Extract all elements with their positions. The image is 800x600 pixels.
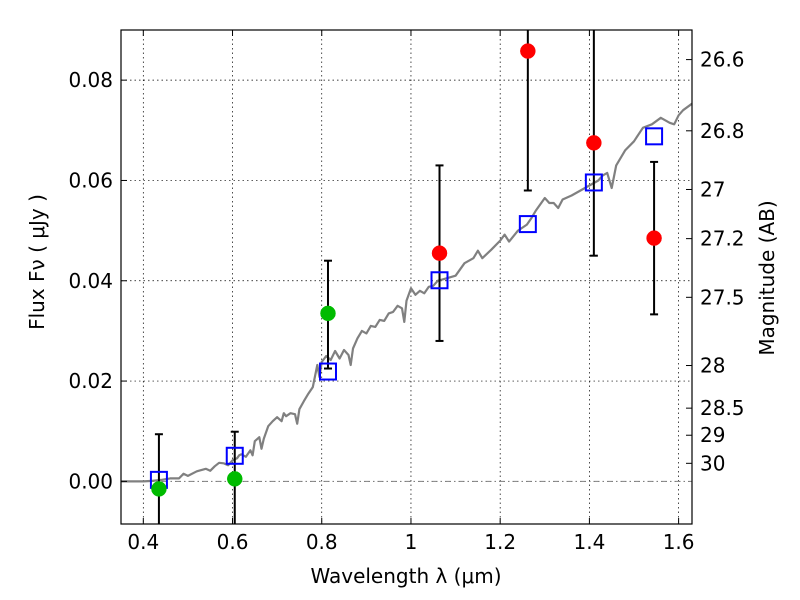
model-spectrum [121,102,693,483]
observed-point [151,481,167,497]
y-tick-label: 0.00 [68,469,113,493]
observed-point [227,471,243,487]
observed-point [586,135,602,151]
observed-point [431,245,448,261]
spectrum-line [121,102,693,483]
magnitude-tick-label: 28 [700,354,725,378]
observed-point [646,230,662,246]
x-tick-label: 1.4 [573,530,605,554]
x-tick-label: 1 [405,530,418,554]
magnitude-axis: 26.6 26.8 27 27.2 27.5 28 28.5 29 30 [686,48,745,475]
model-band-square [225,446,244,465]
y-axis: 0.00 0.02 0.04 0.06 0.08 [68,68,127,493]
magnitude-axis-title: Magnitude (AB) [755,200,779,355]
y-axis-title: Flux Fν ( μJy ) [25,194,49,330]
observed-point [320,305,336,322]
x-axis: 0.4 0.6 0.8 1 1.2 1.4 1.6 [127,30,695,554]
model-band-square [645,127,664,146]
model-band-square [318,362,337,381]
magnitude-tick-label: 27 [700,177,725,201]
magnitude-tick-label: 27.2 [700,227,745,251]
model-band-square [430,271,449,290]
magnitude-tick-label: 26.6 [700,48,745,72]
y-tick-label: 0.08 [68,68,113,92]
magnitude-tick-label: 27.5 [700,285,745,309]
observed-points [151,43,662,497]
x-tick-label: 1.2 [484,530,516,554]
x-tick-label: 1.6 [663,530,695,554]
magnitude-tick-label: 26.8 [700,119,745,143]
magnitude-tick-label: 29 [700,423,725,447]
x-tick-label: 0.8 [306,530,338,554]
y-tick-label: 0.04 [68,269,113,293]
model-band-square [518,215,537,234]
plot-frame [120,29,693,525]
y-tick-label: 0.06 [68,168,113,192]
magnitude-tick-label: 30 [700,451,725,475]
model-band-square [584,173,603,192]
observed-point [520,43,536,59]
x-tick-label: 0.6 [217,530,249,554]
plot-background [121,30,692,524]
x-axis-title: Wavelength λ (μm) [310,564,501,588]
magnitude-tick-label: 28.5 [700,396,745,420]
x-tick-label: 0.4 [127,530,159,554]
model-band-points [149,127,664,489]
y-tick-label: 0.02 [68,369,113,393]
